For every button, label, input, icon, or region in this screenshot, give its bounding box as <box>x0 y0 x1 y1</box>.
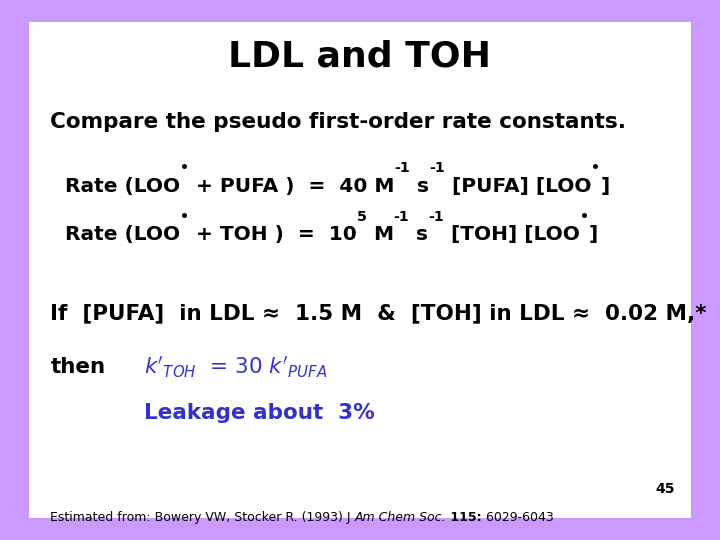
Text: •: • <box>180 210 189 224</box>
Text: •: • <box>591 161 600 176</box>
Text: -1: -1 <box>394 210 410 224</box>
Text: 5: 5 <box>356 210 366 224</box>
Text: •: • <box>180 161 189 176</box>
Text: 45: 45 <box>655 482 675 496</box>
Text: Am Chem Soc.: Am Chem Soc. <box>355 511 446 524</box>
Text: 115:: 115: <box>446 511 482 524</box>
Text: Estimated from: Bowery VW, Stocker R. (1993) J: Estimated from: Bowery VW, Stocker R. (1… <box>50 511 355 524</box>
Text: LDL and TOH: LDL and TOH <box>228 40 492 73</box>
Text: Rate (LOO: Rate (LOO <box>65 177 180 196</box>
Text: ]: ] <box>600 177 610 196</box>
Text: $\mathit{k'}$$_{TOH}$  = 30 $\mathit{k'}$$_{PUFA}$: $\mathit{k'}$$_{TOH}$ = 30 $\mathit{k'}$… <box>144 355 328 380</box>
Text: + PUFA )  =  40 M: + PUFA ) = 40 M <box>189 177 395 196</box>
Text: + TOH )  =  10: + TOH ) = 10 <box>189 225 356 245</box>
Text: M: M <box>366 225 394 245</box>
Text: then: then <box>50 357 106 377</box>
Text: s: s <box>410 177 429 196</box>
Text: -1: -1 <box>429 161 445 176</box>
Text: Rate (LOO: Rate (LOO <box>65 225 180 245</box>
Text: -1: -1 <box>428 210 444 224</box>
Text: 6029-6043: 6029-6043 <box>482 511 554 524</box>
Text: If  [PUFA]  in LDL ≈  1.5 M  &  [TOH] in LDL ≈  0.02 M,*: If [PUFA] in LDL ≈ 1.5 M & [TOH] in LDL … <box>50 303 707 323</box>
Text: Compare the pseudo first-order rate constants.: Compare the pseudo first-order rate cons… <box>50 111 626 132</box>
Text: •: • <box>580 210 589 224</box>
Text: s: s <box>410 225 428 245</box>
Text: -1: -1 <box>395 161 410 176</box>
Text: Leakage about  3%: Leakage about 3% <box>144 403 374 423</box>
Text: [TOH] [LOO: [TOH] [LOO <box>444 225 580 245</box>
Text: ]: ] <box>589 225 598 245</box>
Text: [PUFA] [LOO: [PUFA] [LOO <box>445 177 591 196</box>
